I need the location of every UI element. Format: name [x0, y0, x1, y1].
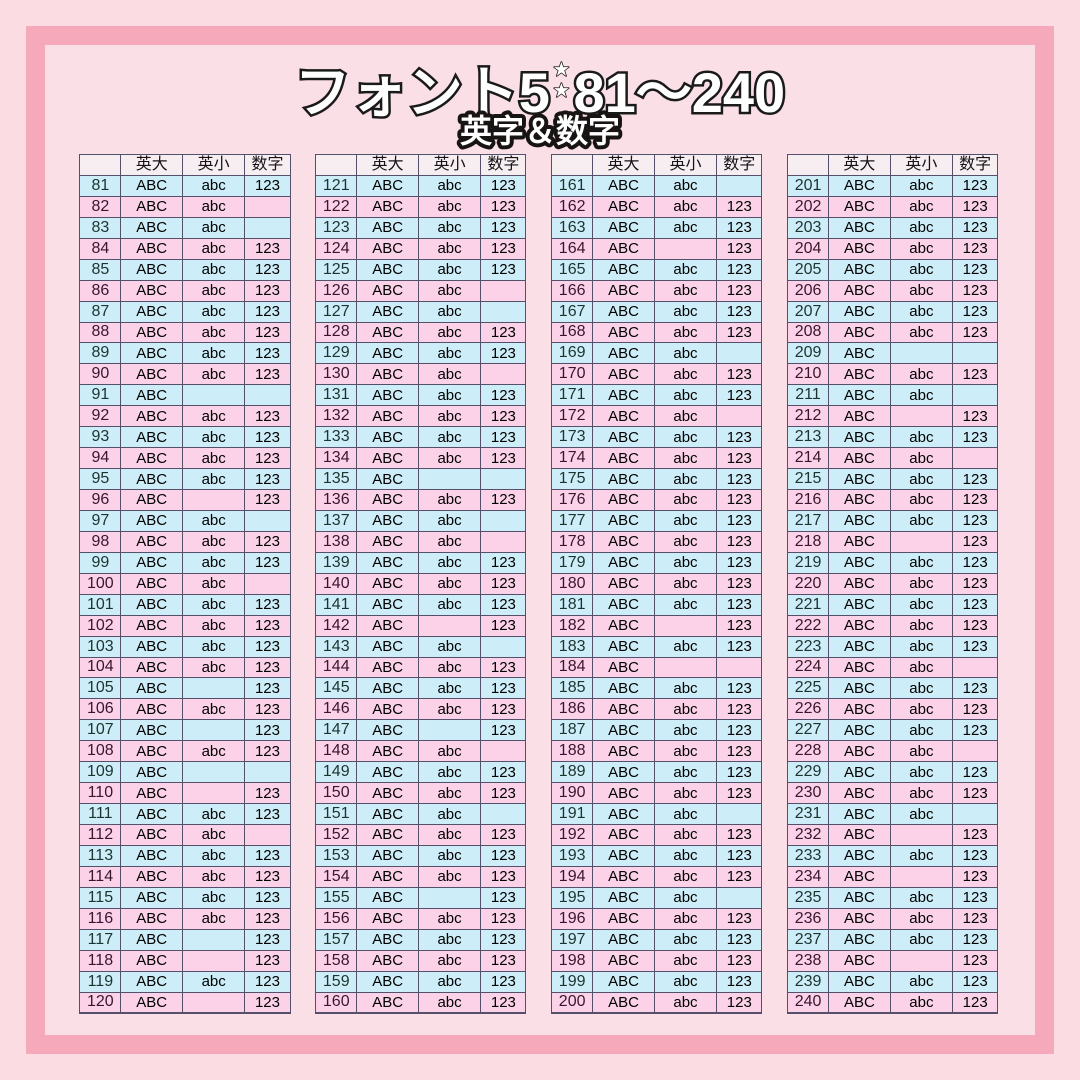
svg-text:英字＆数字: 英字＆数字: [460, 113, 620, 149]
